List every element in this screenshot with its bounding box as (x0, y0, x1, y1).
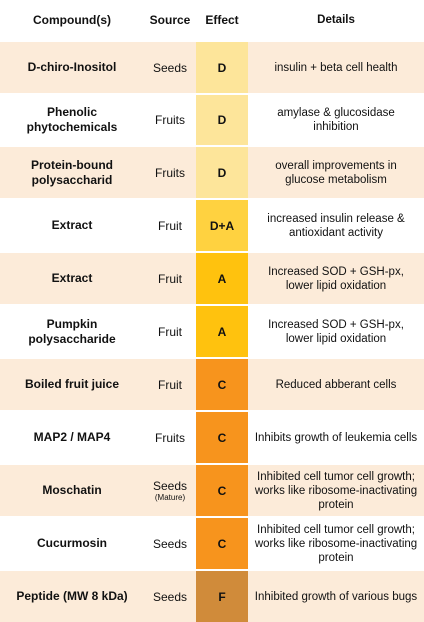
details-cell: Increased SOD + GSH-px, lower lipid oxid… (268, 265, 404, 292)
compound-cell: Boiled fruit juice (24, 377, 119, 391)
table-row: Peptide (MW 8 kDa) Seeds F Inhibited growth… (0, 569, 424, 622)
details-cell: Inhibits growth of leukemia cells (254, 431, 418, 444)
source-text: Fruits (155, 113, 185, 127)
table-row: MAP2 / MAP4 Fruits C Inhibits growth of leu… (0, 410, 424, 463)
effect-cell: D (196, 147, 248, 198)
source-text: Fruits (155, 165, 185, 180)
compound-cell: Extract (51, 271, 93, 285)
table-row: Moschatin Seeds (Mature) C Inhibited cell tu… (0, 463, 424, 516)
header-details: Details (317, 14, 355, 26)
table-row: Cucurmosin Seeds C Inhibited cell tumor cel… (0, 516, 424, 569)
source-cell: Fruits (144, 412, 196, 463)
details-cell: Inhibited cell tumor cell growth; works … (254, 470, 418, 511)
compound-cell: Pumpkin polysaccharide (28, 316, 116, 346)
source-text: Fruit (158, 324, 182, 339)
details-cell: amylase & glucosidase inhibition (277, 107, 395, 133)
source-text: Seeds (152, 60, 188, 75)
details-cell: Reduced abberant cells (275, 378, 397, 391)
effect-cell: A (196, 306, 248, 357)
effect-cell: D (196, 42, 248, 93)
effect-cell: D (196, 95, 248, 145)
source-text: Seeds (152, 589, 188, 604)
source-text: Seeds (152, 536, 188, 551)
source-text: Fruit (158, 271, 182, 286)
effect-cell: C (196, 412, 248, 463)
compound-cell: Phenolic phytochemicals (26, 105, 118, 134)
compound-cell: Protein-bound polysaccharid (31, 157, 113, 187)
details-cell: Inhibited cell tumor cell growth; works … (254, 523, 418, 564)
compound-cell: Extract (51, 218, 93, 232)
effect-cell: D+A (196, 200, 248, 251)
table-row: Extract Fruit A Increased SOD + GSH-px, low… (0, 251, 424, 304)
details-cell: insulin + beta cell health (274, 61, 398, 74)
table-row: Pumpkin polysaccharide Fruit A Increased SO… (0, 304, 424, 357)
source-note: (Mature) (154, 492, 186, 502)
effect-cell: C (196, 359, 248, 410)
source-text: Fruit (158, 218, 182, 233)
compound-cell: D-chiro-Inositol (27, 60, 117, 74)
effect-cell: C (196, 465, 248, 516)
details-cell: Inhibited growth of various bugs (254, 590, 418, 603)
source-cell: Fruits (144, 147, 196, 198)
source-cell: Seeds (Mature) (144, 465, 196, 516)
header-effect: Effect (205, 13, 239, 27)
details-cell: overall improvements in glucose metaboli… (275, 159, 397, 186)
table-row: Boiled fruit juice Fruit C Reduced abberant… (0, 357, 424, 410)
source-cell: Fruits (144, 95, 196, 145)
compound-cell: Peptide (MW 8 kDa) (16, 589, 128, 603)
source-text: Seeds (152, 478, 188, 493)
source-cell: Seeds (144, 42, 196, 93)
compound-cell: MAP2 / MAP4 (33, 430, 111, 444)
source-text: Fruits (155, 430, 185, 445)
table-row: Extract Fruit D+A increased insulin release… (0, 198, 424, 251)
source-cell: Seeds (144, 518, 196, 569)
details-cell: increased insulin release & antioxidant … (267, 212, 405, 239)
source-cell: Fruit (144, 306, 196, 357)
source-cell: Fruit (144, 359, 196, 410)
source-cell: Seeds (144, 571, 196, 622)
table-header-row: Compound(s) Source Effect Details (0, 0, 424, 40)
compound-cell: Moschatin (42, 483, 102, 497)
details-cell: Increased SOD + GSH-px, lower lipid oxid… (268, 318, 404, 345)
header-source: Source (149, 13, 191, 27)
source-cell: Fruit (144, 253, 196, 304)
source-cell: Fruit (144, 200, 196, 251)
header-compound: Compound(s) (33, 12, 111, 27)
source-text: Fruit (158, 377, 182, 392)
effect-cell: A (196, 253, 248, 304)
effect-cell: C (196, 518, 248, 569)
effect-cell: F (196, 571, 248, 622)
compound-cell: Cucurmosin (36, 536, 107, 550)
